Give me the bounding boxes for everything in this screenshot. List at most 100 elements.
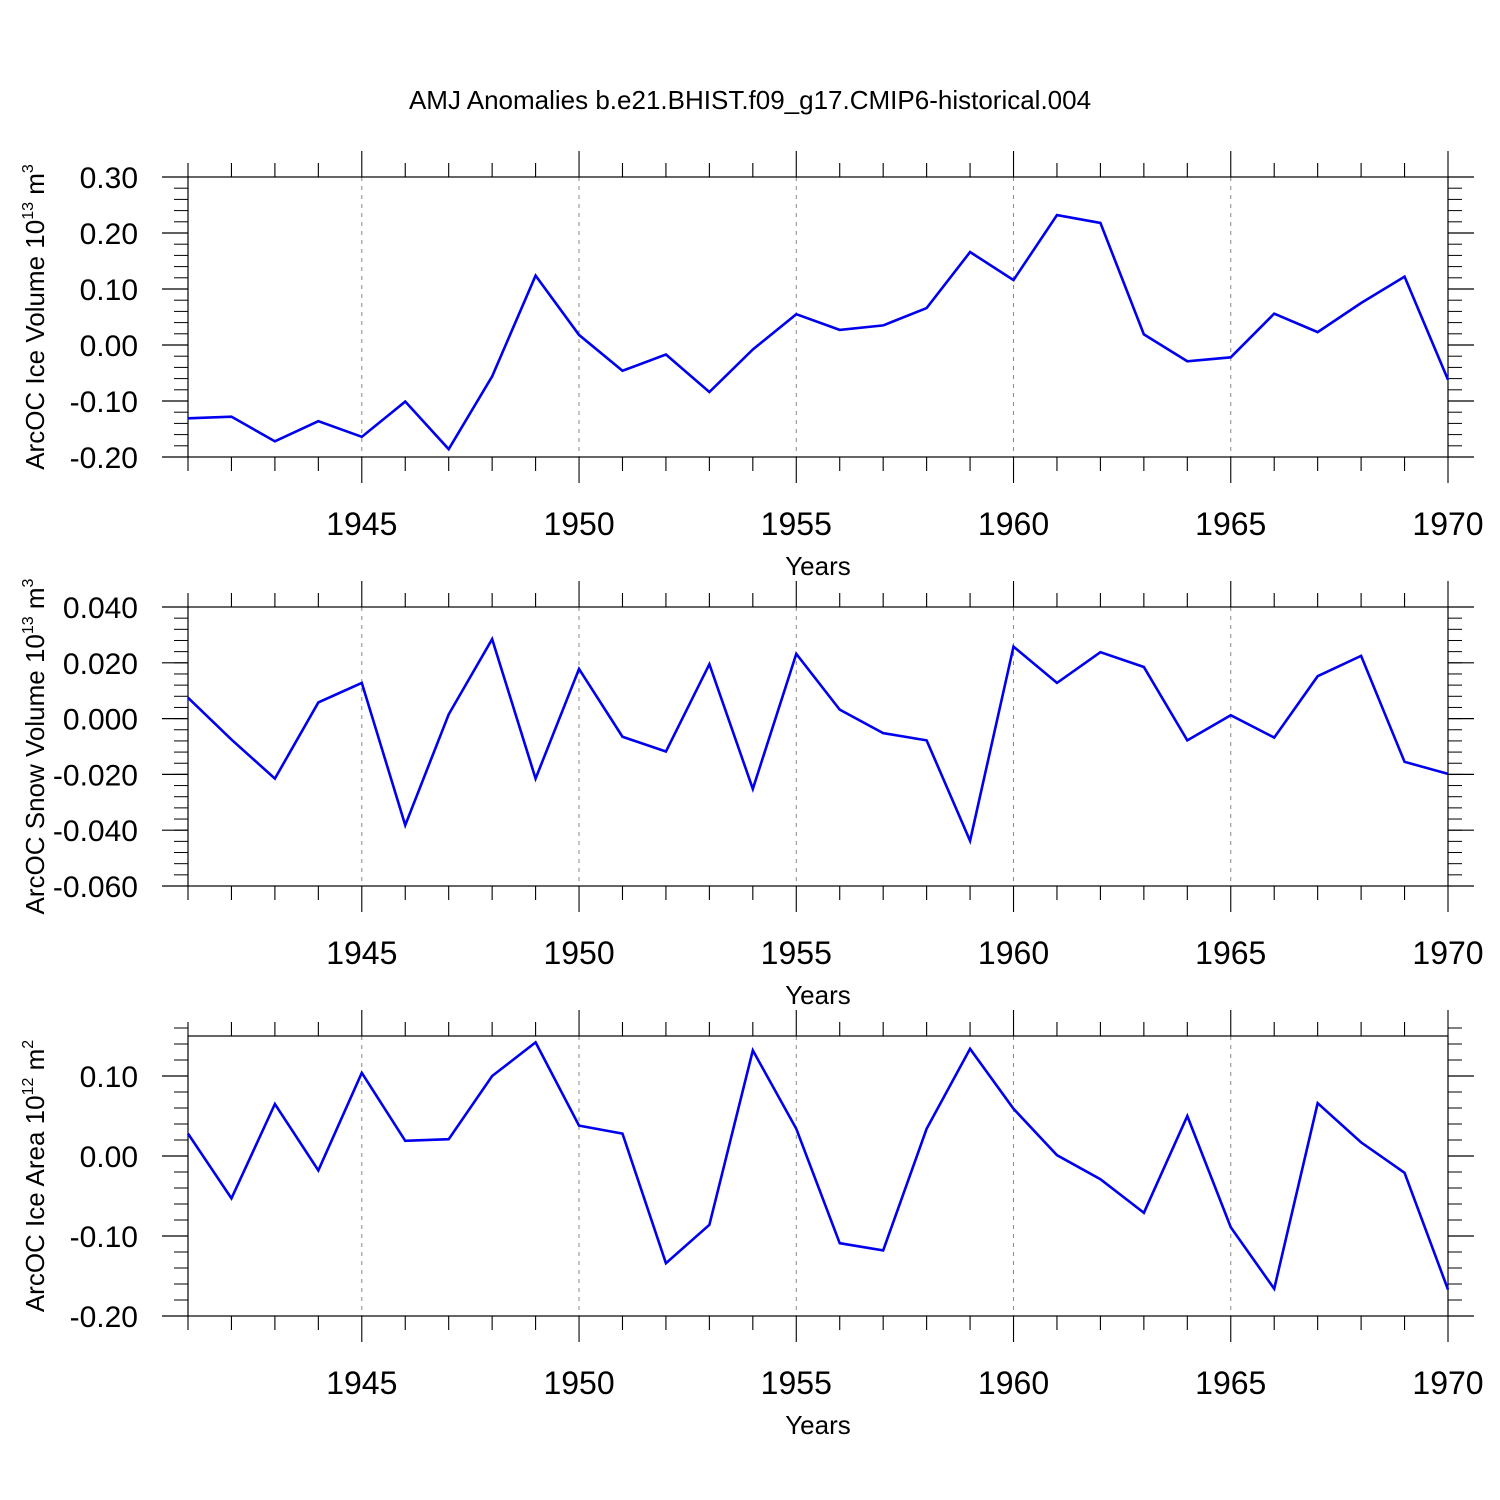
ice-volume-data-point — [794, 312, 798, 316]
ice-area-data-point — [1446, 1288, 1450, 1292]
snow-volume-y-tick-label: -0.060 — [53, 871, 138, 904]
ice-volume-x-tick-label: 1950 — [543, 506, 614, 542]
ice-area-y-tick-label: -0.10 — [70, 1221, 138, 1254]
snow-volume-data-point — [273, 777, 277, 781]
ice-area-data-point — [186, 1132, 190, 1136]
ice-volume-data-point — [968, 250, 972, 254]
ice-volume-data-point — [534, 274, 538, 278]
ice-area-data-point — [1185, 1114, 1189, 1118]
snow-volume-data-point — [664, 750, 668, 754]
ice-volume-y-label-superscript: 3 — [20, 164, 37, 173]
snow-volume-data-point — [403, 823, 407, 827]
ice-volume-y-label-superscript: 13 — [20, 202, 37, 220]
ice-volume-data-point — [1055, 213, 1059, 217]
snow-volume-y-tick-label: 0.040 — [63, 592, 138, 625]
ice-area-data-point — [1403, 1171, 1407, 1175]
snow-volume-data-point — [316, 700, 320, 704]
ice-area-y-tick-label: -0.20 — [70, 1301, 138, 1334]
ice-volume-data-point — [316, 419, 320, 423]
ice-area-y-tick-label: 0.10 — [80, 1061, 138, 1094]
ice-area-data-point — [620, 1132, 624, 1136]
ice-volume-data-point — [490, 374, 494, 378]
ice-area-x-tick-label: 1950 — [543, 1365, 614, 1401]
snow-volume-data-point — [490, 637, 494, 641]
snow-volume-y-label-part: m — [20, 587, 50, 616]
ice-volume-data-point — [707, 390, 711, 394]
ice-volume-data-point — [1098, 221, 1102, 225]
snow-volume-x-tick-label: 1965 — [1195, 935, 1266, 971]
snow-volume-data-point — [1403, 760, 1407, 764]
ice-area-plot-frame — [187, 1035, 1449, 1317]
snow-volume-data-point — [925, 738, 929, 742]
ice-volume-data-point — [1012, 278, 1016, 282]
ice-area-data-point — [360, 1071, 364, 1075]
snow-volume-y-label-part: ArcOC Snow Volume 10 — [20, 634, 50, 914]
ice-volume-data-point — [620, 369, 624, 373]
ice-area-data-point — [1012, 1107, 1016, 1111]
ice-volume-data-point — [925, 306, 929, 310]
snow-volume-plot-frame — [187, 606, 1449, 887]
ice-volume-y-tick-label: -0.20 — [70, 442, 138, 475]
ice-area-x-tick-label: 1960 — [978, 1365, 1049, 1401]
snow-volume-y-tick-label: 0.000 — [63, 704, 138, 737]
ice-volume-data-point — [1185, 359, 1189, 363]
snow-volume-data-point — [1055, 681, 1059, 685]
snow-volume-data-point — [1272, 736, 1276, 740]
ice-area-y-tick-label: 0.00 — [80, 1141, 138, 1174]
snow-volume-data-point — [1142, 665, 1146, 669]
snow-volume-y-tick-label: 0.020 — [63, 648, 138, 681]
ice-area-data-point — [1098, 1177, 1102, 1181]
snow-volume-data-point — [360, 681, 364, 685]
snow-volume-data-point — [1185, 738, 1189, 742]
ice-area-x-tick-label: 1965 — [1195, 1365, 1266, 1401]
ice-volume-series-line — [187, 213, 1450, 452]
ice-volume-data-point — [1272, 312, 1276, 316]
ice-volume-data-point — [229, 415, 233, 419]
snow-volume-data-point — [968, 839, 972, 843]
ice-area-x-tick-label: 1970 — [1412, 1365, 1483, 1401]
ice-volume-data-point — [1229, 355, 1233, 359]
ice-volume-x-tick-label: 1965 — [1195, 506, 1266, 542]
ice-area-series-line — [186, 1040, 1450, 1292]
snow-volume-x-tick-label: 1955 — [761, 935, 832, 971]
ice-area-y-label-superscript: 2 — [20, 1040, 37, 1049]
ice-volume-y-label-part: m — [20, 173, 50, 202]
ice-area-y-axis-label: ArcOC Ice Area 1012 m2 — [20, 1040, 50, 1312]
snow-volume-data-point — [881, 731, 885, 735]
snow-volume-x-tick-label: 1950 — [543, 935, 614, 971]
ice-volume-data-point — [273, 439, 277, 443]
snow-volume-y-label-superscript: 3 — [20, 578, 37, 587]
ice-volume-y-label-part: ArcOC Ice Volume 10 — [20, 220, 50, 470]
ice-volume-y-tick-label: 0.20 — [80, 218, 138, 251]
ice-volume-y-tick-label: 0.00 — [80, 330, 138, 363]
ice-volume-data-point — [751, 347, 755, 351]
ice-area-data-point — [664, 1261, 668, 1265]
ice-area-data-point — [1272, 1287, 1276, 1291]
ice-volume-y-tick-label: 0.10 — [80, 274, 138, 307]
snow-volume-data-point — [838, 708, 842, 712]
snow-volume-data-point — [707, 662, 711, 666]
ice-area-data-point — [316, 1168, 320, 1172]
ice-volume-y-axis-label: ArcOC Ice Volume 1013 m3 — [20, 164, 50, 470]
ice-area-data-point — [968, 1047, 972, 1051]
ice-area-data-point — [273, 1102, 277, 1106]
ice-area-data-point — [1055, 1153, 1059, 1157]
ice-area-data-point — [534, 1040, 538, 1044]
ice-volume-data-point — [447, 447, 451, 451]
ice-area-data-point — [881, 1248, 885, 1252]
ice-area-x-tick-label: 1955 — [761, 1365, 832, 1401]
ice-area-data-point — [1316, 1101, 1320, 1105]
ice-area-y-label-superscript: 12 — [20, 1078, 37, 1096]
ice-area-x-axis-label: Years — [785, 1410, 851, 1440]
ice-volume-x-tick-label: 1970 — [1412, 506, 1483, 542]
snow-volume-data-point — [1359, 654, 1363, 658]
ice-area-data-point — [1359, 1140, 1363, 1144]
snow-volume-x-tick-label: 1970 — [1412, 935, 1483, 971]
snow-volume-x-tick-label: 1945 — [326, 935, 397, 971]
ice-volume-x-tick-label: 1955 — [761, 506, 832, 542]
snow-volume-data-point — [1229, 713, 1233, 717]
ice-volume-data-point — [403, 400, 407, 404]
ice-area-data-point — [490, 1074, 494, 1078]
ice-volume-data-point — [186, 416, 190, 420]
